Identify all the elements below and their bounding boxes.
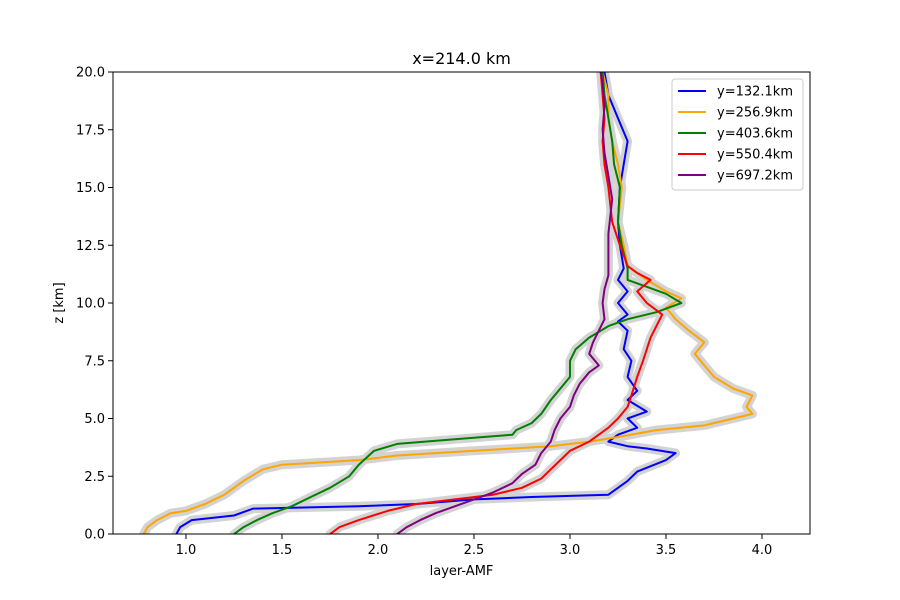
legend: y=132.1km y=256.9km y=403.6km y=550.4km y=69… [671,78,804,191]
y-tick-label-0: 0.0 [84,528,105,543]
y-tick-label-6: 15.0 [76,181,105,196]
y-tick-label-1: 2.5 [84,470,105,485]
x-tick-label-6: 4.0 [752,543,773,558]
chart-title: x=214.0 km [412,49,511,68]
y-tick-label-7: 17.5 [76,123,105,138]
legend-label-0: y=132.1km [717,85,793,100]
y-tick-label-8: 20.0 [76,66,105,81]
series-line-3 [329,72,664,534]
x-tick-label-1: 1.5 [272,543,293,558]
series-line-2 [233,72,683,534]
series-line-1 [142,72,754,534]
legend-label-1: y=256.9km [717,106,793,121]
y-tick-label-2: 5.0 [84,412,105,427]
x-axis-label: layer-AMF [430,564,494,579]
y-axis: 0.0 2.5 5.0 7.5 10.0 12.5 15.0 17.5 20.0 [76,66,113,543]
legend-label-2: y=403.6km [717,127,793,142]
plot-area [139,72,757,534]
y-tick-label-5: 12.5 [76,239,105,254]
x-tick-label-4: 3.0 [560,543,581,558]
plot-frame [112,71,811,535]
legend-label-4: y=697.2km [717,169,793,184]
y-tick-label-3: 7.5 [84,354,105,369]
x-tick-label-0: 1.0 [176,543,197,558]
x-tick-label-2: 2.0 [368,543,389,558]
legend-box [671,78,804,191]
y-axis-label: z [km] [52,282,67,323]
x-axis: 1.0 1.5 2.0 2.5 3.0 3.5 4.0 [176,534,773,558]
uncertainty-band-4 [392,72,617,534]
series-line-4 [396,72,614,534]
x-tick-label-3: 2.5 [464,543,485,558]
y-tick-label-4: 10.0 [76,297,105,312]
legend-label-3: y=550.4km [717,148,793,163]
x-tick-label-5: 3.5 [656,543,677,558]
